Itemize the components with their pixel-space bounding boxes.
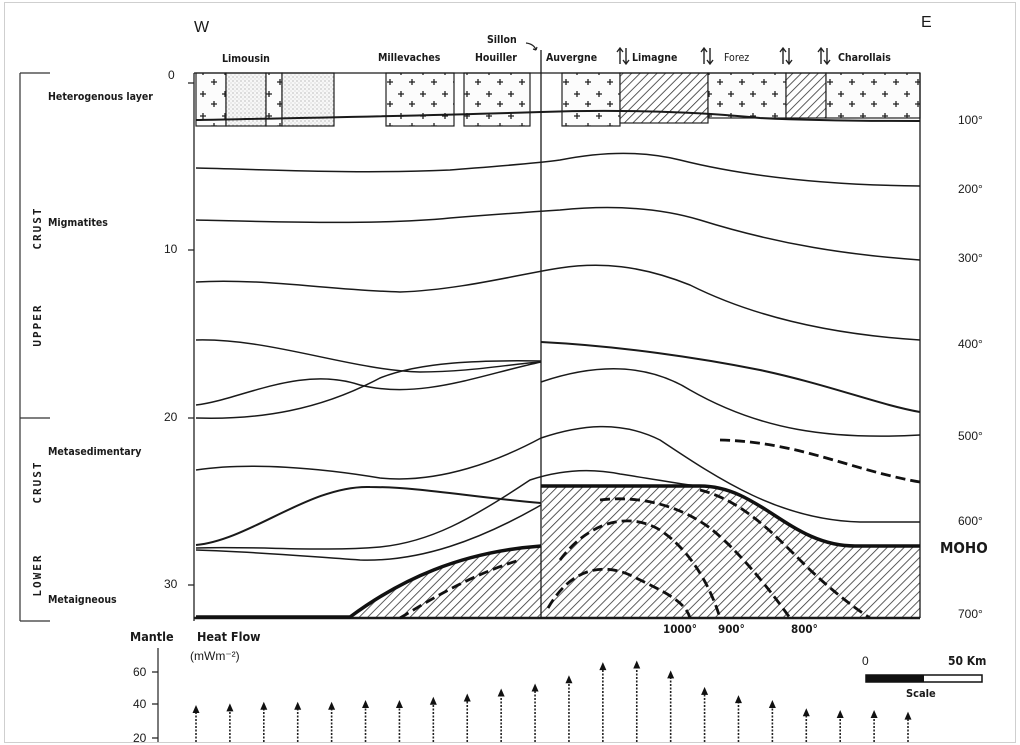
region-sillon: Sillon — [487, 34, 517, 46]
heat-flow-arrow-head-icon — [836, 709, 844, 718]
east-label: E — [921, 14, 932, 31]
heat-flow-tick-40: 40 — [133, 697, 147, 711]
layer-label-migmatites: Migmatites — [48, 217, 108, 229]
layer-label-heterogenous: Heterogenous layer — [48, 91, 153, 103]
sillon-pointer — [525, 42, 537, 51]
heat-flow-arrow-head-icon — [904, 711, 912, 720]
lower-label: LOWER — [31, 553, 44, 596]
heat-flow-arrow-head-icon — [802, 708, 810, 717]
heat-flow-arrow-head-icon — [260, 701, 268, 710]
region-charollais: Charollais — [838, 52, 891, 64]
depth-tick-0: 0 — [168, 68, 175, 82]
heat-flow-arrow-head-icon — [870, 709, 878, 718]
heat-flow-title-mantle: Mantle — [130, 629, 174, 644]
heat-flow-arrow-head-icon — [395, 700, 403, 709]
heat-flow-arrow-head-icon — [768, 700, 776, 709]
region-houiller: Houiller — [475, 52, 517, 64]
depth-tick-30: 30 — [164, 577, 178, 591]
region-auvergne: Auvergne — [546, 52, 597, 64]
heat-flow-arrow-head-icon — [226, 703, 234, 712]
heat-flow-arrow-head-icon — [599, 662, 607, 671]
heat-flow-arrows — [192, 660, 912, 742]
upper-label: UPPER — [31, 303, 44, 346]
depth-tick-20: 20 — [164, 410, 178, 424]
temp-tick-600: 600° — [958, 514, 983, 528]
temp-tick-500: 500° — [958, 429, 983, 443]
scale-end: 50 Km — [948, 654, 986, 668]
bottom-temp-900: 900° — [718, 622, 745, 636]
heat-flow-tick-60: 60 — [133, 665, 147, 679]
region-millevaches: Millevaches — [378, 52, 441, 64]
heat-flow-arrow-head-icon — [667, 670, 675, 679]
scale-bar: 0 50 Km Scale — [862, 654, 986, 700]
lower-crust-body-west — [350, 546, 542, 618]
fault-symbol-icon — [616, 46, 831, 66]
crust-label-upper: CRUST — [31, 206, 44, 249]
heat-flow-arrow-head-icon — [192, 705, 200, 713]
temp-tick-100: 100° — [958, 113, 983, 127]
heat-flow-title: Heat Flow — [197, 629, 261, 644]
heat-flow-arrow-head-icon — [362, 700, 370, 709]
scale-label: Scale — [906, 687, 936, 700]
depth-tick-10: 10 — [164, 242, 178, 256]
heat-flow-arrow-head-icon — [328, 701, 336, 710]
left-bracket — [19, 72, 50, 622]
heat-flow-arrow-head-icon — [701, 686, 709, 695]
depth-axis: 0 10 20 30 — [164, 68, 195, 621]
region-limousin: Limousin — [222, 53, 270, 65]
temp-tick-400: 400° — [958, 337, 983, 351]
heat-flow-arrow-head-icon — [633, 660, 641, 669]
moho-label: MOHO — [940, 539, 988, 557]
bottom-temp-800: 800° — [791, 622, 818, 636]
west-label: W — [194, 19, 210, 36]
lower-crust-body-east — [542, 486, 920, 618]
layer-label-metasedimentary: Metasedimentary — [48, 446, 141, 458]
isotherm-dashed-curves — [399, 438, 921, 620]
region-limagne: Limagne — [632, 52, 677, 64]
layer-label-metaigneous: Metaigneous — [48, 594, 117, 606]
bottom-temp-1000: 1000° — [663, 622, 697, 636]
layer-lines — [195, 109, 921, 561]
region-forez: Forez — [724, 52, 749, 64]
heat-flow-unit: (mWm⁻²) — [190, 649, 240, 663]
scale-start: 0 — [862, 654, 869, 668]
heat-flow-arrow-head-icon — [565, 675, 573, 684]
heat-flow-arrow-head-icon — [429, 696, 437, 705]
crust-label-lower: CRUST — [31, 460, 44, 503]
heat-flow-arrow-head-icon — [531, 683, 539, 692]
heat-flow-arrow-head-icon — [497, 688, 505, 697]
heterogenous-layer — [195, 72, 921, 127]
temp-tick-700: 700° — [958, 607, 983, 621]
heat-flow-arrow-head-icon — [463, 693, 471, 702]
heat-flow-arrow-head-icon — [734, 695, 742, 704]
temp-tick-300: 300° — [958, 251, 983, 265]
heat-flow-tick-20: 20 — [133, 731, 147, 745]
moho-boundary — [196, 484, 920, 619]
temp-tick-200: 200° — [958, 182, 983, 196]
heat-flow-arrow-head-icon — [294, 701, 302, 710]
figure-frame — [4, 2, 1016, 743]
heat-flow-panel: Mantle Heat Flow (mWm⁻²) 60 40 20 — [130, 629, 912, 745]
